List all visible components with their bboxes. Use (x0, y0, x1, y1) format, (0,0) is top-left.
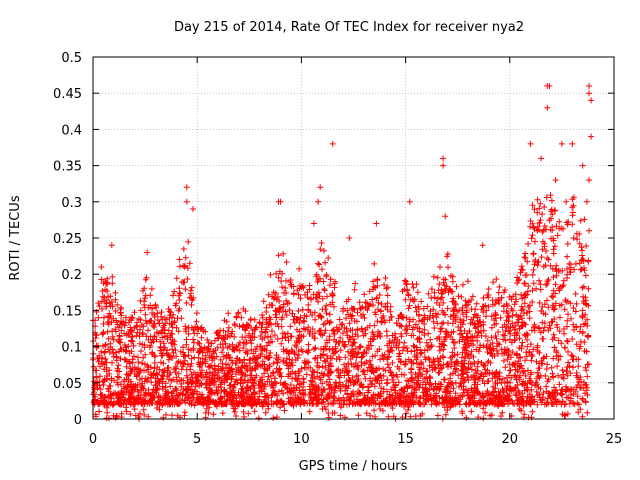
y-tick-label: 0.3 (61, 196, 82, 211)
y-tick-label: 0 (74, 413, 82, 428)
data-points (90, 83, 595, 422)
x-tick-label: 10 (293, 432, 310, 447)
x-tick-label: 0 (89, 432, 97, 447)
y-axis-label: ROTI / TECUs (8, 195, 23, 280)
x-tick-label: 5 (193, 432, 201, 447)
x-tick-label: 15 (397, 432, 414, 447)
axis-ticks (92, 56, 615, 420)
y-tick-label: 0.4 (61, 123, 82, 138)
x-tick-label: 25 (606, 432, 623, 447)
y-tick-label: 0.1 (61, 341, 82, 356)
x-tick-label: 20 (502, 432, 519, 447)
chart-title: Day 215 of 2014, Rate Of TEC Index for r… (174, 20, 524, 35)
y-tick-label: 0.5 (61, 51, 82, 66)
y-tick-label: 0.15 (53, 304, 82, 319)
roti-points (90, 83, 595, 422)
y-tick-labels: 0 0.05 0.1 0.15 0.2 0.25 0.3 0.35 0.4 0.45 0.5 (53, 51, 82, 428)
grid-lines (93, 57, 614, 419)
y-tick-label: 0.45 (53, 87, 82, 102)
y-tick-label: 0.2 (61, 268, 82, 283)
y-tick-label: 0.05 (53, 377, 82, 392)
y-tick-label: 0.25 (53, 232, 82, 247)
x-axis-label: GPS time / hours (299, 459, 408, 474)
y-tick-label: 0.35 (53, 160, 82, 175)
x-tick-labels: 0 5 10 15 20 25 (89, 432, 622, 447)
